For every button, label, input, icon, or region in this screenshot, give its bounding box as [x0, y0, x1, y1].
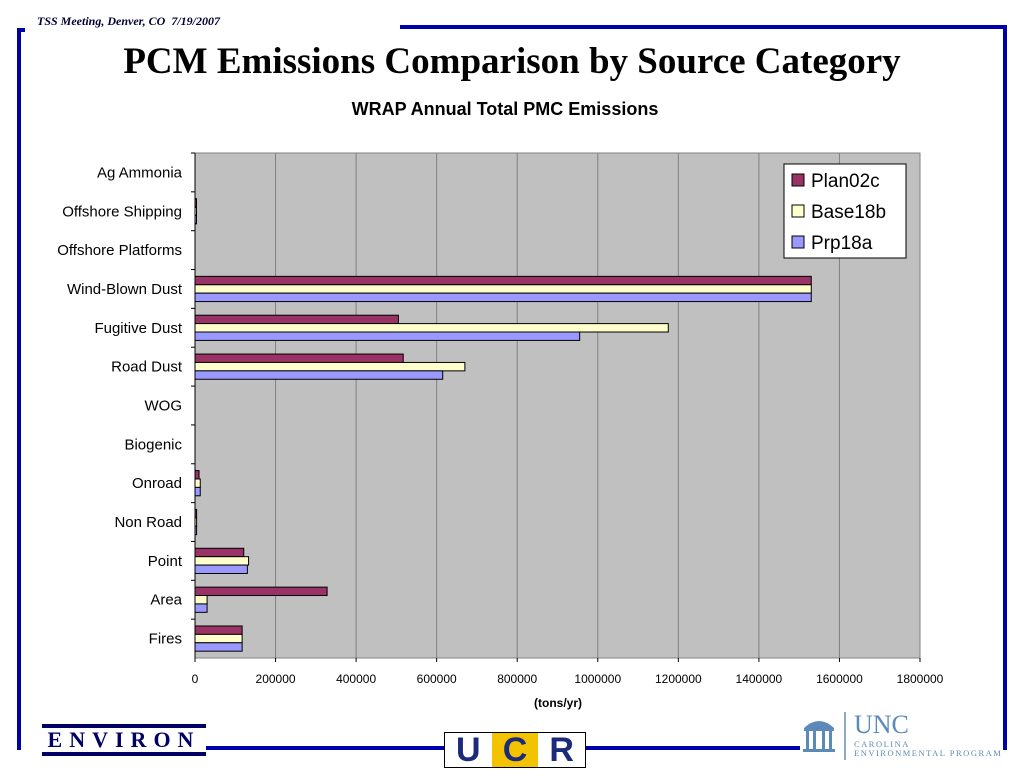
environ-logo: ENVIRON — [42, 724, 206, 756]
bar-plan02c — [194, 508, 198, 519]
x-tick-label: 400000 — [336, 672, 376, 686]
frame-bottom-right-line — [586, 746, 800, 750]
bar-prp18a — [194, 214, 197, 225]
category-label: Offshore Platforms — [57, 242, 182, 259]
x-tick-label: 800000 — [497, 672, 537, 686]
x-tick-label: 200000 — [256, 672, 296, 686]
bar-plan02c — [194, 547, 245, 558]
bar-prp18a — [194, 331, 581, 341]
ucr-logo-r: R — [538, 731, 586, 769]
frame-top-left-line — [17, 28, 25, 32]
bar-prp18a — [194, 370, 444, 380]
x-axis-label: (tons/yr) — [534, 696, 582, 710]
x-tick-label: 1200000 — [655, 672, 702, 686]
bar-plan02c — [194, 198, 197, 208]
ucr-logo: U C R — [444, 731, 586, 769]
bar-base18b — [194, 284, 812, 294]
category-label: Fires — [149, 631, 182, 648]
category-label: Road Dust — [111, 359, 183, 376]
category-label: Fugitive Dust — [94, 320, 182, 337]
slide-title: PCM Emissions Comparison by Source Categ… — [123, 41, 901, 82]
category-label: Non Road — [114, 514, 182, 531]
category-label: Ag Ammonia — [97, 164, 183, 181]
bar-plan02c — [194, 470, 200, 480]
old-well-icon — [803, 721, 835, 752]
frame-right-line — [1003, 25, 1007, 750]
category-label: Area — [150, 592, 182, 609]
chart-title: WRAP Annual Total PMC Emissions — [352, 99, 659, 119]
bar-prp18a — [194, 642, 243, 652]
bar-plan02c — [194, 314, 399, 325]
meeting-header: TSS Meeting, Denver, CO 7/19/2007 — [37, 14, 221, 28]
bar-plan02c — [194, 625, 243, 635]
unc-logo-title: UNC — [854, 710, 909, 739]
ucr-logo-u: U — [445, 731, 492, 769]
frame-top-line — [400, 25, 1007, 29]
category-label: Onroad — [132, 475, 182, 492]
category-label: Biogenic — [124, 436, 182, 453]
unc-logo: UNC CAROLINA ENVIRONMENTAL PROGRAM — [802, 710, 1006, 762]
frame-bottom-line — [206, 746, 444, 750]
bar-prp18a — [194, 525, 198, 536]
bar-plan02c — [194, 353, 404, 363]
ucr-logo-c: C — [491, 731, 539, 769]
x-tick-label: 1600000 — [816, 672, 863, 686]
bar-base18b — [194, 478, 201, 488]
bar-base18b — [194, 517, 198, 527]
category-label: Wind-Blown Dust — [67, 281, 183, 298]
unc-logo-divider — [844, 712, 846, 760]
bar-plan02c — [194, 586, 328, 597]
legend-label: Base18b — [811, 202, 886, 223]
legend-swatch — [791, 204, 805, 218]
legend-label: Plan02c — [811, 171, 880, 192]
unc-logo-line2: ENVIRONMENTAL PROGRAM — [854, 748, 1003, 758]
bar-prp18a — [194, 564, 248, 574]
bar-chart: WRAP Annual Total PMC Emissions 0 200000 40… — [57, 99, 944, 710]
category-label: Point — [148, 553, 183, 570]
bar-base18b — [194, 206, 197, 216]
bar-base18b — [194, 633, 243, 644]
bar-prp18a — [194, 603, 208, 613]
bar-base18b — [194, 323, 669, 333]
legend-swatch — [791, 173, 805, 187]
frame-left-line — [17, 28, 21, 750]
category-label: Offshore Shipping — [62, 203, 182, 220]
x-tick-label: 600000 — [417, 672, 457, 686]
unc-logo-line1: CAROLINA — [854, 739, 910, 749]
x-tick-label: 1000000 — [574, 672, 621, 686]
category-label: WOG — [145, 398, 183, 415]
bar-base18b — [194, 361, 466, 372]
bar-base18b — [194, 595, 208, 605]
unc-logo-subtitle: CAROLINA ENVIRONMENTAL PROGRAM — [854, 740, 1002, 758]
legend-label: Prp18a — [811, 233, 873, 254]
x-tick-label: 1400000 — [736, 672, 783, 686]
bar-prp18a — [194, 292, 812, 303]
x-tick-label: 1800000 — [897, 672, 944, 686]
bar-base18b — [194, 556, 250, 566]
bar-plan02c — [194, 275, 812, 286]
legend-swatch — [791, 235, 805, 249]
bar-prp18a — [194, 486, 201, 497]
x-tick-label: 0 — [192, 672, 199, 686]
